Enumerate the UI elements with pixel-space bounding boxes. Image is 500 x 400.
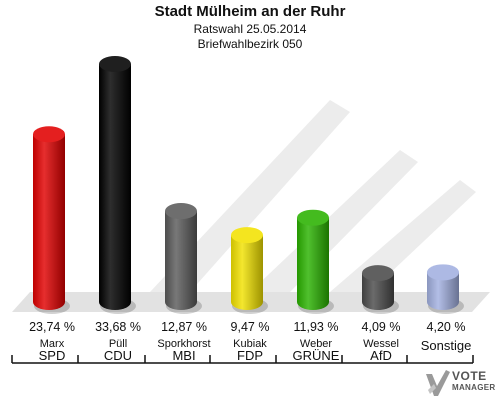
- candidate-label: Püll: [109, 338, 127, 350]
- bar-top: [427, 264, 459, 281]
- party-label: CDU: [104, 348, 132, 363]
- candidate-label: Marx: [40, 338, 65, 350]
- chart-subtitle-election: Ratswahl 25.05.2014: [193, 22, 307, 36]
- bar-sonstige: [427, 264, 464, 314]
- value-label: 4,20 %: [427, 320, 466, 334]
- candidate-label: Wessel: [363, 338, 399, 350]
- value-label: 12,87 %: [161, 320, 207, 334]
- candidate-label: Weber: [300, 338, 333, 350]
- background-ray: [250, 150, 418, 292]
- party-label: FDP: [237, 348, 263, 363]
- background-ray: [330, 180, 476, 292]
- bar-body: [427, 272, 459, 310]
- value-label: 4,09 %: [362, 320, 401, 334]
- bar-fdp: [231, 227, 268, 314]
- logo-manager-text: MANAGER: [452, 383, 496, 392]
- candidate-label: Sporkhorst: [157, 338, 210, 350]
- candidate-label: Kubiak: [233, 338, 267, 350]
- background-rays: [150, 100, 476, 292]
- party-label: Sonstige: [421, 338, 472, 353]
- bar-spd: [33, 126, 70, 314]
- bar-body: [231, 235, 263, 310]
- party-label: GRÜNE: [293, 348, 340, 363]
- bar-top: [297, 209, 329, 226]
- bar-top: [33, 126, 65, 143]
- party-label: SPD: [39, 348, 66, 363]
- checkmark-icon: [426, 370, 450, 396]
- value-label: 11,93 %: [294, 320, 339, 334]
- bar-body: [165, 211, 197, 310]
- bar-body: [362, 273, 394, 310]
- bar-top: [362, 265, 394, 282]
- party-label: AfD: [370, 348, 392, 363]
- chart-subtitle-district: Briefwahlbezirk 050: [197, 37, 303, 51]
- bar-body: [297, 217, 329, 310]
- value-label: 23,74 %: [29, 320, 75, 334]
- value-label: 9,47 %: [231, 320, 270, 334]
- bar-body: [99, 64, 131, 310]
- logo-vote-text: VOTE: [452, 369, 487, 383]
- vote-manager-logo: VOTE MANAGER: [424, 368, 500, 398]
- party-label: MBI: [172, 348, 195, 363]
- chart-title: Stadt Mülheim an der Ruhr: [154, 3, 346, 20]
- background-ray: [150, 100, 350, 292]
- bar-body: [33, 134, 65, 310]
- bar-top: [99, 56, 131, 72]
- bar-top: [165, 203, 197, 220]
- bar-mbi: [165, 203, 202, 314]
- value-label: 33,68 %: [95, 320, 141, 334]
- bar-grüne: [297, 209, 334, 314]
- bar-cdu: [99, 56, 136, 314]
- bar-afd: [362, 265, 399, 314]
- bar-top: [231, 227, 263, 244]
